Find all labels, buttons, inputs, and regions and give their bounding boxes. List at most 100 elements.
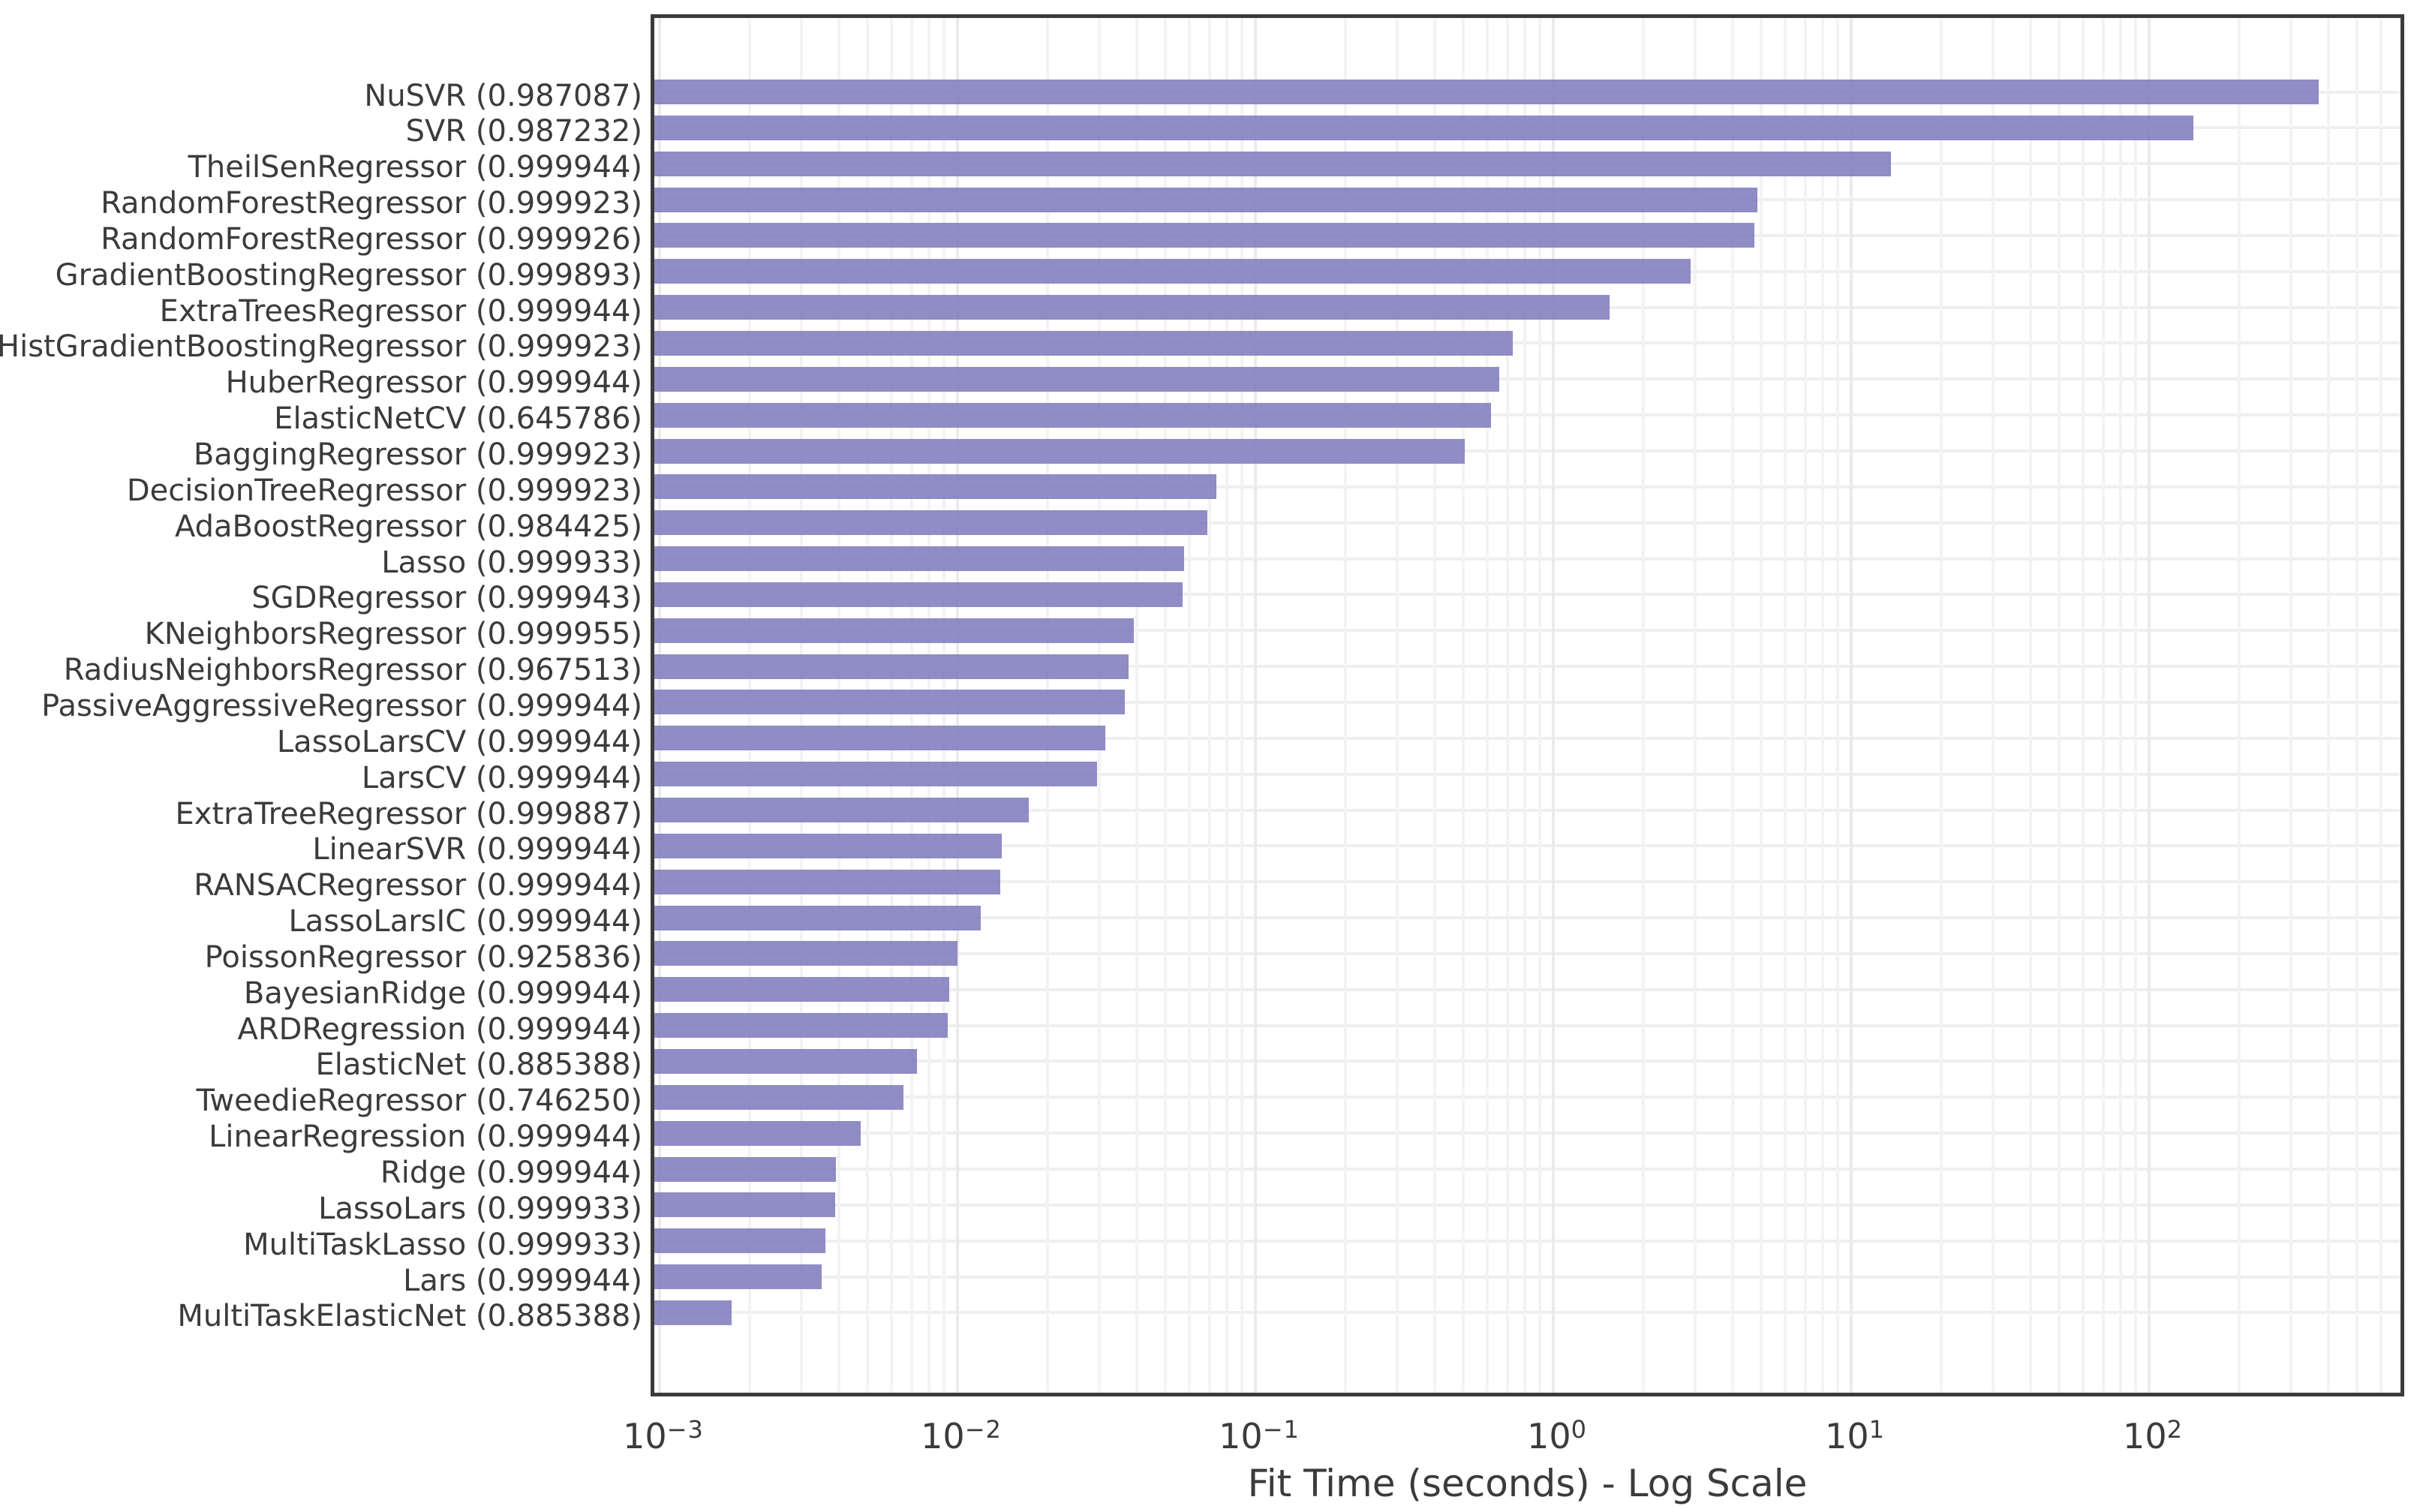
y-tick-label: RandomForestRegressor (0.999923) — [101, 186, 642, 221]
x-gridline-minor — [1538, 18, 1541, 1393]
bar — [654, 941, 957, 966]
y-gridline — [654, 1239, 2400, 1243]
y-tick-label: Lasso (0.999933) — [381, 545, 642, 580]
bar — [654, 833, 1003, 858]
bar — [654, 726, 1105, 751]
bar — [654, 151, 1891, 176]
y-gridline — [654, 485, 2400, 488]
y-tick-label: LinearRegression (0.999944) — [209, 1120, 642, 1155]
y-gridline — [654, 1275, 2400, 1279]
x-gridline-minor — [1783, 18, 1787, 1393]
x-tick-label: 10−1 — [1219, 1415, 1300, 1456]
y-tick-label: ElasticNet (0.885388) — [315, 1048, 642, 1083]
x-gridline-minor — [1731, 18, 1735, 1393]
y-gridline — [654, 844, 2400, 848]
bar — [654, 474, 1217, 500]
y-gridline — [654, 593, 2400, 597]
x-gridline-minor — [1164, 18, 1168, 1393]
y-tick-label: RandomForestRegressor (0.999926) — [101, 221, 642, 257]
bar — [654, 690, 1125, 715]
y-gridline — [654, 700, 2400, 704]
x-tick-label: 101 — [1825, 1415, 1885, 1456]
y-gridline — [654, 665, 2400, 669]
x-gridline-minor — [1433, 18, 1437, 1393]
bar — [654, 438, 1465, 464]
y-gridline — [654, 880, 2400, 884]
x-gridline-major — [1254, 18, 1257, 1393]
y-tick-label: RANSACRegressor (0.999944) — [194, 868, 642, 903]
y-gridline — [654, 736, 2400, 740]
x-gridline-minor — [1803, 18, 1807, 1393]
y-tick-label: BaggingRegressor (0.999923) — [193, 437, 642, 472]
y-tick-label: LassoLarsCV (0.999944) — [276, 724, 642, 759]
y-tick-label: PassiveAggressiveRegressor (0.999944) — [41, 688, 642, 723]
bar — [654, 80, 2319, 104]
x-gridline-minor — [1505, 18, 1509, 1393]
y-gridline — [654, 629, 2400, 633]
y-tick-label: LinearSVR (0.999944) — [312, 832, 642, 867]
y-gridline — [654, 341, 2400, 345]
x-gridline-minor — [1835, 18, 1839, 1393]
x-gridline-minor — [2029, 18, 2033, 1393]
x-gridline-minor — [1343, 18, 1347, 1393]
y-gridline — [654, 377, 2400, 381]
bar — [654, 1156, 837, 1182]
x-tick-label: 102 — [2123, 1415, 2183, 1456]
y-gridline — [654, 1096, 2400, 1099]
x-gridline-minor — [1820, 18, 1824, 1393]
x-gridline-minor — [1135, 18, 1139, 1393]
y-gridline — [654, 521, 2400, 525]
y-gridline — [654, 557, 2400, 561]
y-gridline — [654, 1024, 2400, 1027]
y-tick-label: HistGradientBoostingRegressor (0.999923) — [0, 329, 643, 365]
x-gridline-major — [1850, 18, 1853, 1393]
bar — [654, 869, 1000, 894]
bar — [654, 1300, 732, 1325]
bar — [654, 187, 1757, 212]
bar — [654, 798, 1030, 822]
bar — [654, 1120, 861, 1146]
y-gridline — [654, 1203, 2400, 1207]
bar — [654, 1192, 836, 1218]
bar — [654, 582, 1183, 607]
x-gridline-minor — [2237, 18, 2241, 1393]
y-tick-label: SGDRegressor (0.999943) — [251, 581, 642, 616]
x-gridline-minor — [1939, 18, 1943, 1393]
x-tick-label: 10−3 — [623, 1415, 704, 1456]
bar — [654, 762, 1098, 787]
x-gridline-minor — [2118, 18, 2122, 1393]
x-gridline-minor — [1187, 18, 1191, 1393]
bar — [654, 977, 949, 1002]
y-tick-label: ExtraTreesRegressor (0.999944) — [159, 293, 642, 329]
x-gridline-minor — [1694, 18, 1697, 1393]
x-tick-label: 100 — [1527, 1415, 1587, 1456]
y-tick-label: ExtraTreeRegressor (0.999887) — [175, 796, 642, 831]
x-gridline-minor — [1641, 18, 1645, 1393]
y-gridline — [654, 772, 2400, 776]
x-gridline-minor — [1485, 18, 1489, 1393]
x-gridline-minor — [1523, 18, 1526, 1393]
x-gridline-major — [2148, 18, 2151, 1393]
y-tick-label: MultiTaskLasso (0.999933) — [243, 1227, 642, 1262]
y-tick-label: TheilSenRegressor (0.999944) — [188, 150, 642, 185]
y-tick-label: MultiTaskElasticNet (0.885388) — [177, 1299, 642, 1334]
bar — [654, 618, 1135, 643]
y-tick-label: LassoLars (0.999933) — [318, 1191, 642, 1226]
y-tick-label: LarsCV (0.999944) — [361, 760, 642, 795]
y-gridline — [654, 808, 2400, 812]
x-gridline-minor — [2327, 18, 2331, 1393]
x-axis-title: Fit Time (seconds) - Log Scale — [1247, 1462, 1808, 1505]
x-gridline-minor — [2355, 18, 2359, 1393]
x-gridline-minor — [1760, 18, 1763, 1393]
y-gridline — [654, 951, 2400, 955]
x-gridline-minor — [1396, 18, 1399, 1393]
bar — [654, 1013, 948, 1039]
y-gridline — [654, 449, 2400, 452]
x-gridline-minor — [1207, 18, 1211, 1393]
y-tick-label: GradientBoostingRegressor (0.999893) — [55, 257, 642, 293]
y-tick-label: SVR (0.987232) — [405, 114, 642, 149]
y-tick-label: HuberRegressor (0.999944) — [225, 365, 642, 401]
x-gridline-minor — [2289, 18, 2293, 1393]
y-tick-label: TweedieRegressor (0.746250) — [196, 1084, 642, 1119]
x-gridline-minor — [2379, 18, 2382, 1393]
